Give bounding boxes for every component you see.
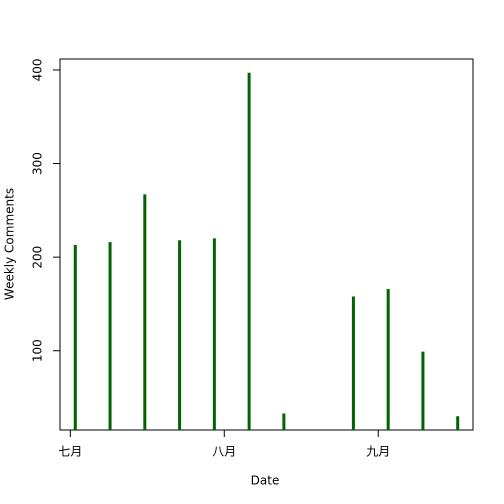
y-axis-title: Weekly Comments	[3, 188, 17, 300]
x-axis-title: Date	[251, 474, 280, 488]
x-tick-label: 七月	[58, 445, 82, 459]
y-tick-label: 100	[31, 339, 45, 362]
y-tick-label: 400	[31, 58, 45, 81]
x-tick-label: 八月	[212, 445, 236, 459]
y-tick-label: 300	[31, 152, 45, 175]
plot-frame	[59, 58, 474, 431]
y-tick-label: 200	[31, 246, 45, 269]
x-tick-label: 九月	[366, 445, 390, 459]
